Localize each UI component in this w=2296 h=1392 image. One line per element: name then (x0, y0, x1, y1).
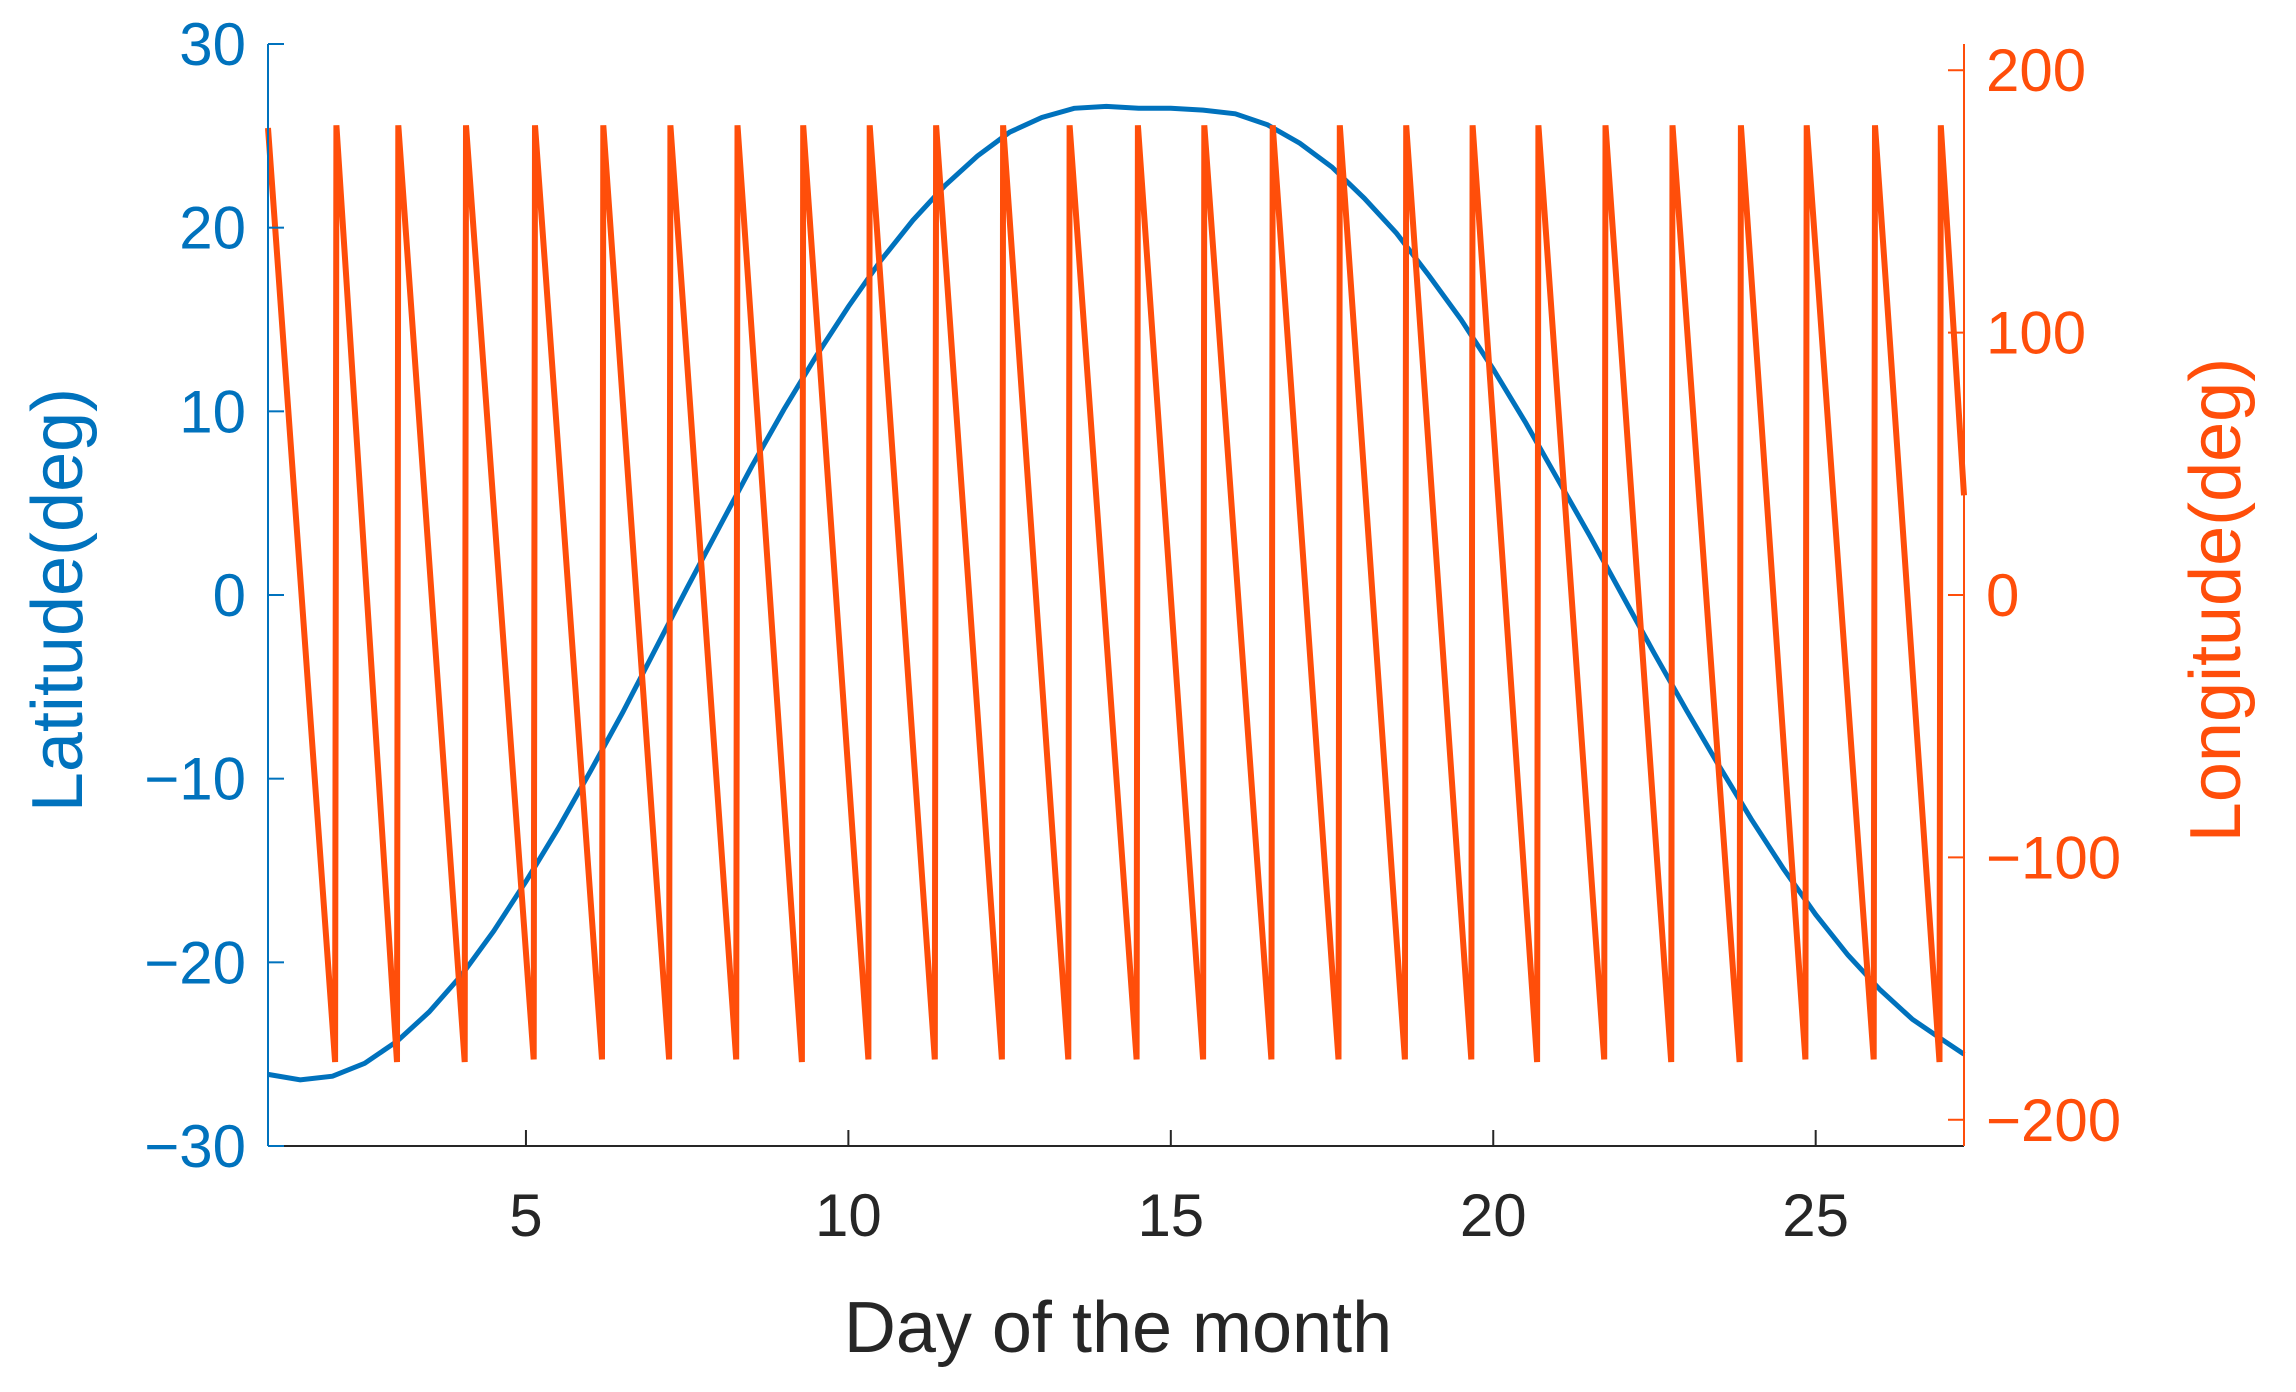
left-y-axis-title: Latitude(deg) (18, 388, 98, 812)
right-y-tick-label: −200 (1986, 1087, 2121, 1154)
plot-background (268, 44, 1964, 1146)
left-y-tick-label: −10 (144, 746, 246, 813)
right-y-tick-label: 0 (1986, 562, 2019, 629)
left-y-tick-label: 0 (213, 562, 246, 629)
plot-area (268, 44, 1964, 1146)
right-y-tick-label: 100 (1986, 300, 2086, 367)
x-tick-label: 5 (509, 1182, 542, 1249)
latitude-series-line (267, 103, 1966, 1083)
x-tick-label: 15 (1137, 1182, 1204, 1249)
series-layer (265, 103, 1967, 1083)
left-y-tick-label: −20 (144, 929, 246, 996)
x-tick-label: 10 (815, 1182, 882, 1249)
x-tick-label: 25 (1782, 1182, 1849, 1249)
right-y-tick-label: 200 (1986, 37, 2086, 104)
left-y-tick-label: 10 (179, 378, 246, 445)
right-y-axis-title: Longitude(deg) (2176, 358, 2256, 842)
left-y-tick-label: 20 (179, 195, 246, 262)
left-y-tick-label: 30 (179, 11, 246, 78)
left-y-tick-label: −30 (144, 1113, 246, 1180)
right-y-tick-label: −100 (1986, 824, 2121, 891)
x-tick-label: 20 (1460, 1182, 1527, 1249)
x-axis-title: Day of the month (844, 1288, 1392, 1368)
longitude-series-line (265, 125, 1967, 1063)
